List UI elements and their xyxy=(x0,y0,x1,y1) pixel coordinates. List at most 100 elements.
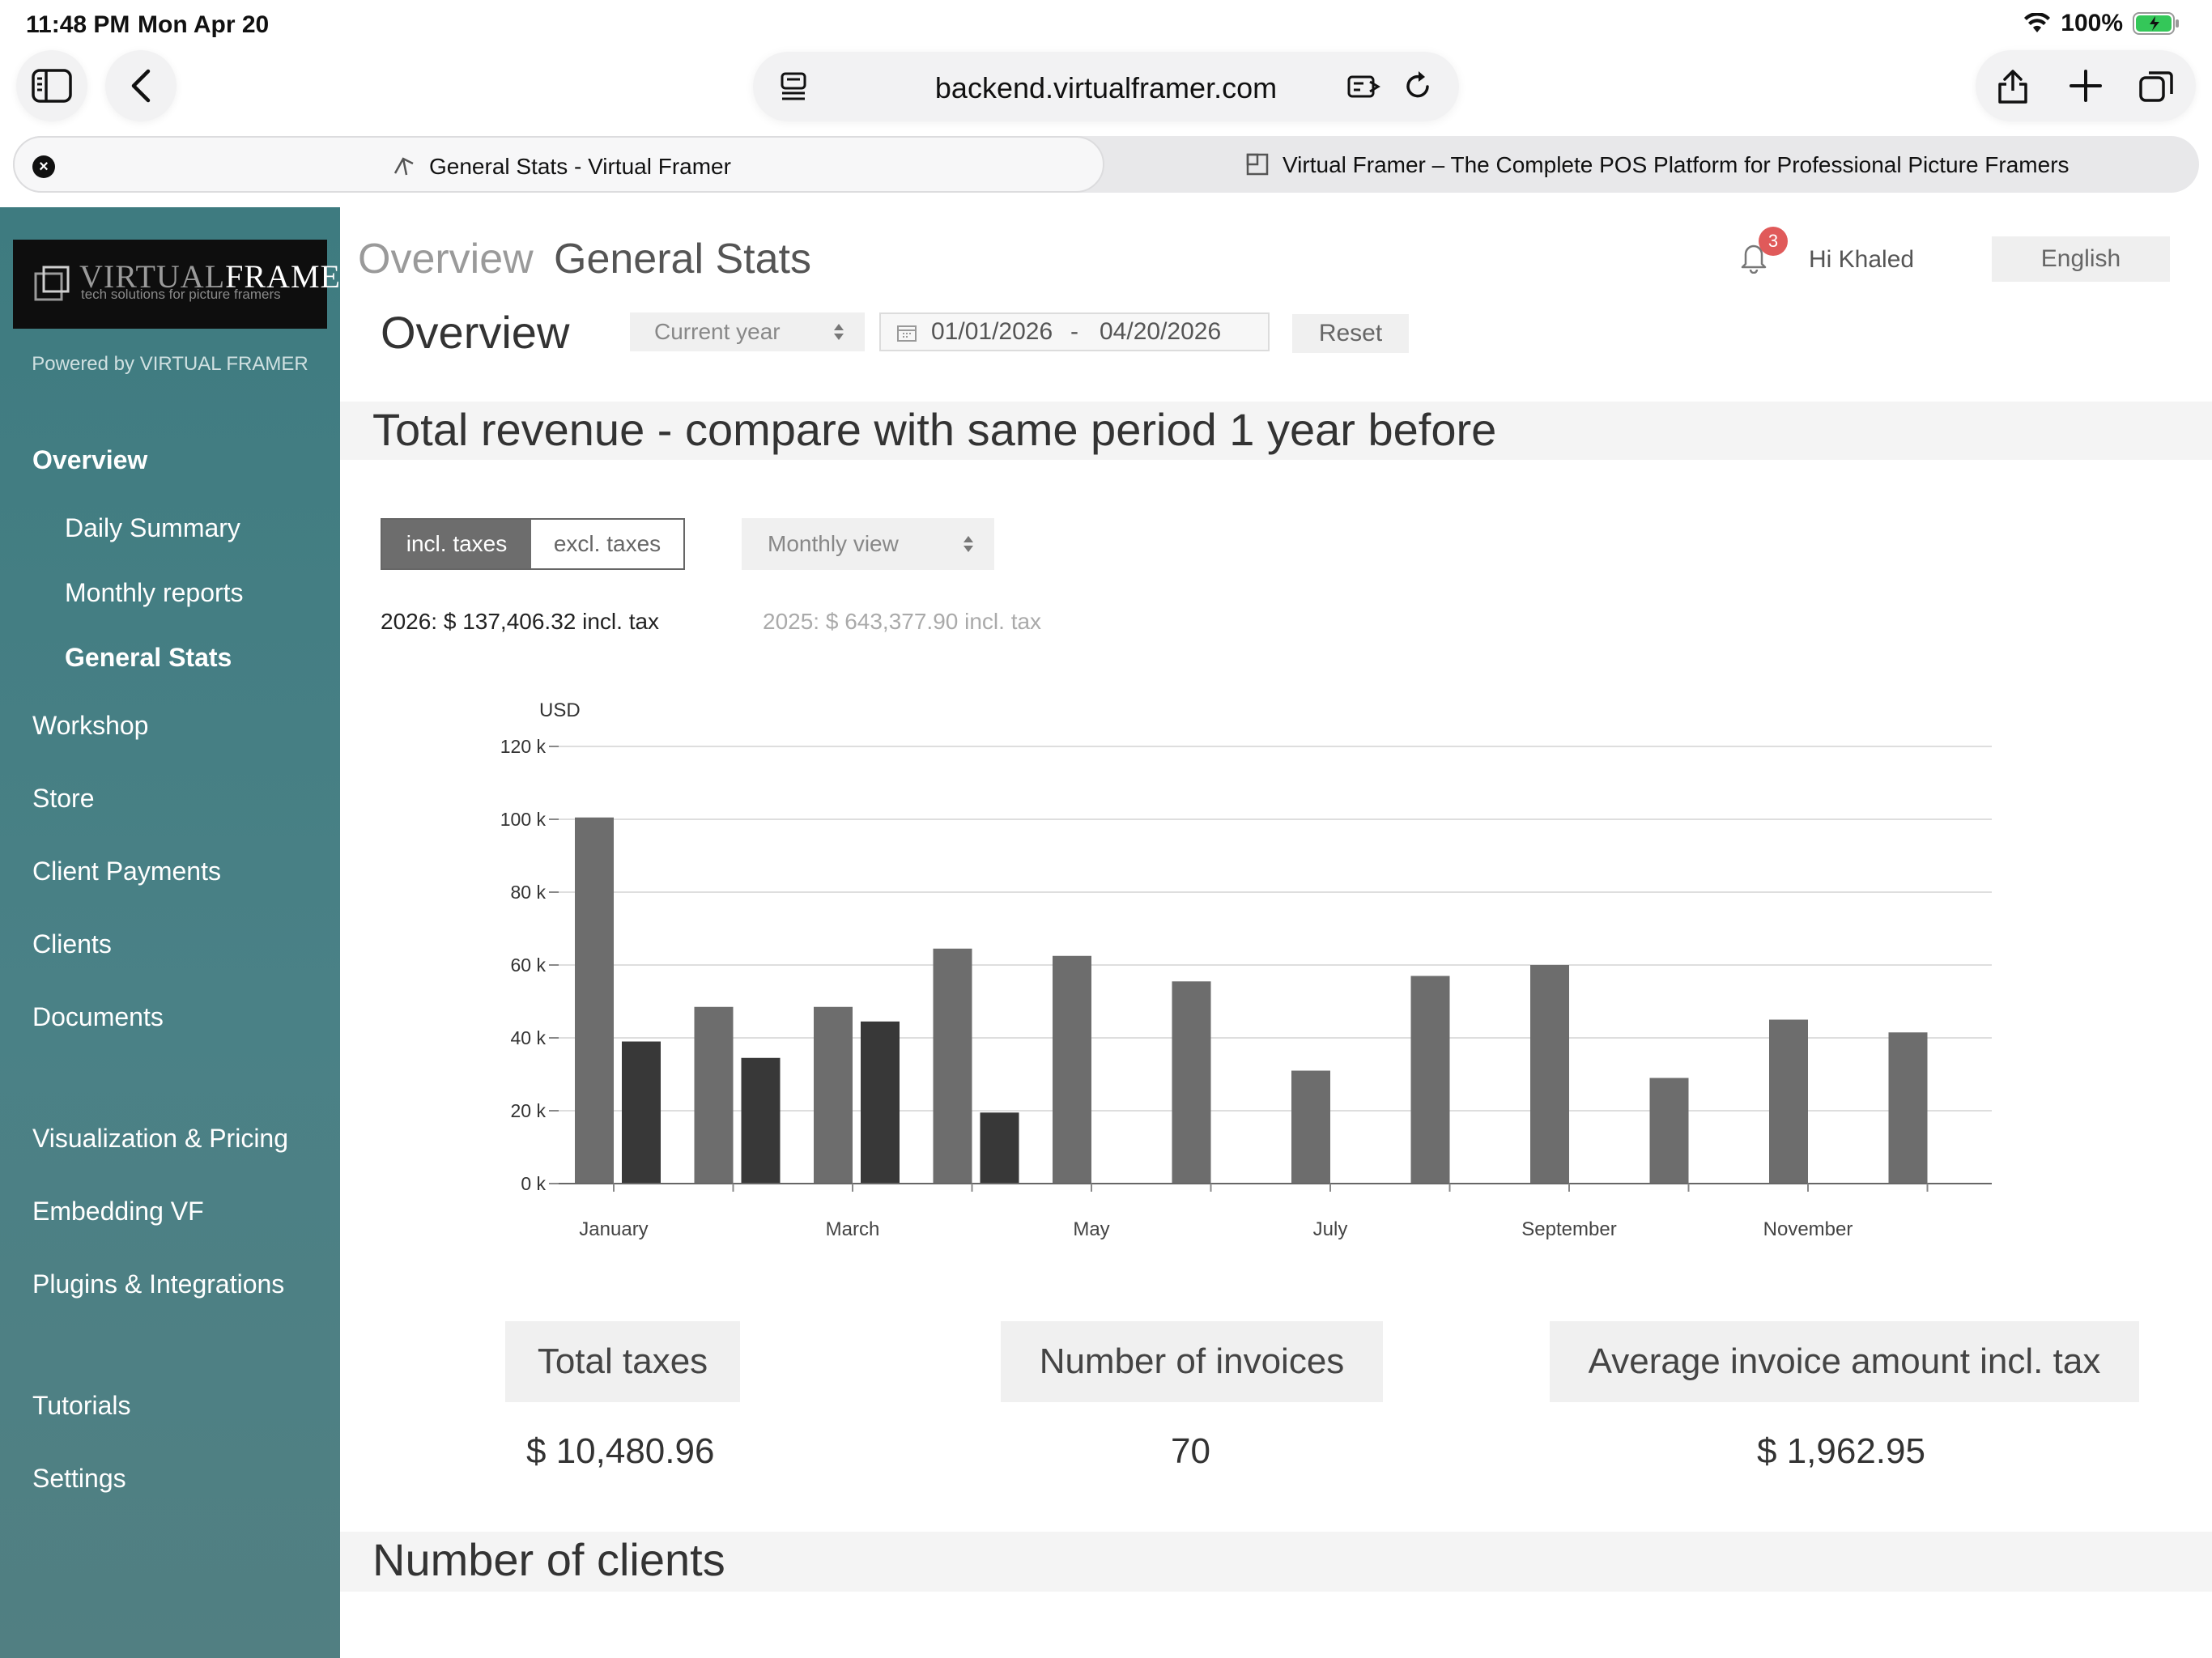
y-tick-label: 60 k xyxy=(511,954,547,976)
language-button[interactable]: English xyxy=(1992,236,2170,282)
revenue-section-title: Total revenue - compare with same period… xyxy=(372,404,1497,455)
tab-virtual-framer[interactable]: Virtual Framer – The Complete POS Platfo… xyxy=(1283,152,2069,177)
reader-icon[interactable] xyxy=(1346,69,1381,104)
sidebar-item-general-stats[interactable]: General Stats xyxy=(65,643,232,672)
logo-wordmark: VIRTUALFRAMER xyxy=(79,257,364,295)
sidebar-item-plugins-integrations[interactable]: Plugins & Integrations xyxy=(32,1269,285,1299)
page-menu-icon xyxy=(781,72,806,100)
status-indicators: 100% xyxy=(2023,10,2180,37)
chart-bar xyxy=(1410,976,1450,1184)
tab-general-stats[interactable]: × General Stats - Virtual Framer xyxy=(13,136,1104,193)
chart-bar xyxy=(622,1041,661,1184)
sidebar-item-clients[interactable]: Clients xyxy=(32,929,112,959)
x-tick-label: May xyxy=(1073,1218,1109,1240)
logo-word-virtual: VIRTUAL xyxy=(79,258,226,295)
sidebar-item-settings[interactable]: Settings xyxy=(32,1464,126,1493)
close-icon[interactable]: × xyxy=(32,155,55,178)
period-select-value: Current year xyxy=(654,319,781,344)
metric-invoices-value: 70 xyxy=(1171,1431,1210,1471)
date-start[interactable]: 01/01/2026 xyxy=(931,318,1053,345)
x-tick-label: March xyxy=(826,1218,880,1240)
logo-word-framer: FRAMER xyxy=(225,258,364,295)
logo-mark-icon xyxy=(34,266,70,301)
chart-bar xyxy=(1172,981,1211,1184)
y-tick-label: 20 k xyxy=(511,1100,547,1121)
powered-by: Powered by VIRTUAL FRAMER xyxy=(32,353,308,375)
sidebar-item-embedding-vf[interactable]: Embedding VF xyxy=(32,1197,204,1226)
view-select[interactable]: Monthly view xyxy=(742,518,994,570)
notification-badge: 3 xyxy=(1759,227,1788,256)
sidebar-item-overview[interactable]: Overview xyxy=(32,445,148,474)
tax-toggle[interactable]: incl. taxes excl. taxes xyxy=(381,518,685,570)
y-tick-label: 120 k xyxy=(500,736,547,757)
revenue-chart: USD 0 k 20 k 40 k 60 k 80 k 100 k 120 k January M… xyxy=(500,699,1992,1240)
chart-bar xyxy=(814,1006,853,1184)
sidebar-item-documents[interactable]: Documents xyxy=(32,1002,164,1031)
sidebar-item-store[interactable]: Store xyxy=(32,784,95,813)
y-tick-label: 0 k xyxy=(521,1173,546,1194)
incl-taxes-option[interactable]: incl. taxes xyxy=(382,520,531,568)
status-date: Mon Apr 20 xyxy=(138,11,270,38)
date-end[interactable]: 04/20/2026 xyxy=(1100,318,1222,345)
sidebar-item-client-payments[interactable]: Client Payments xyxy=(32,857,221,886)
breadcrumb-overview[interactable]: Overview xyxy=(358,236,534,283)
wifi-icon xyxy=(2024,13,2051,32)
total-previous-year[interactable]: 2025: $ 643,377.90 incl. tax xyxy=(763,609,1042,634)
revenue-section-header xyxy=(340,402,2212,460)
browser-toolbar: backend.virtualframer.com xyxy=(0,50,2212,139)
address-bar[interactable]: backend.virtualframer.com xyxy=(753,52,1459,121)
chart-bar xyxy=(1769,1019,1808,1184)
new-tab-icon[interactable] xyxy=(2066,66,2105,105)
x-tick-label: January xyxy=(579,1218,648,1240)
sidebar-item-monthly-reports[interactable]: Monthly reports xyxy=(65,578,244,607)
bell-icon[interactable] xyxy=(1739,240,1768,274)
toolbar-actions xyxy=(1976,50,2196,121)
clients-section-header xyxy=(340,1532,2212,1592)
sidebar-toggle-button[interactable] xyxy=(16,50,87,121)
chart-bar xyxy=(933,948,972,1184)
select-arrows-icon xyxy=(834,324,844,340)
chart-bar xyxy=(694,1006,734,1184)
back-button[interactable] xyxy=(105,50,177,121)
y-tick-label: 100 k xyxy=(500,809,547,830)
status-time: 11:48 PM xyxy=(26,11,130,38)
url-text: backend.virtualframer.com xyxy=(934,71,1278,104)
page-title: General Stats xyxy=(554,236,811,283)
reload-icon[interactable] xyxy=(1401,69,1436,104)
tab-bar: × General Stats - Virtual Framer Virtual… xyxy=(13,136,2199,193)
metric-average-label: Average invoice amount incl. tax xyxy=(1550,1321,2139,1402)
x-tick-label: July xyxy=(1313,1218,1348,1240)
share-icon[interactable] xyxy=(1993,66,2032,105)
chart-bar xyxy=(1649,1078,1689,1184)
chart-bar xyxy=(1530,965,1569,1184)
sidebar-icon xyxy=(32,69,72,103)
logo[interactable]: VIRTUALFRAMER tech solutions for picture… xyxy=(13,240,363,329)
status-bar: 11:48 PM Mon Apr 20 100% xyxy=(0,0,2212,50)
y-axis-label: USD xyxy=(539,699,581,721)
total-current-year: 2026: $ 137,406.32 incl. tax xyxy=(381,609,660,634)
reset-button[interactable]: Reset xyxy=(1292,314,1409,353)
metric-total-taxes-label: Total taxes xyxy=(505,1321,740,1402)
sidebar-item-workshop[interactable]: Workshop xyxy=(32,711,149,740)
chart-bar xyxy=(1053,955,1091,1184)
calendar-icon xyxy=(897,325,917,342)
chart-bar xyxy=(861,1021,900,1184)
excl-taxes-option[interactable]: excl. taxes xyxy=(531,520,683,568)
y-tick-label: 80 k xyxy=(511,882,547,903)
metric-invoices-label: Number of invoices xyxy=(1001,1321,1383,1402)
sidebar-item-daily-summary[interactable]: Daily Summary xyxy=(65,513,240,542)
tab-label: General Stats - Virtual Framer xyxy=(429,154,731,179)
metric-total-taxes-value: $ 10,480.96 xyxy=(526,1431,715,1471)
sidebar: VIRTUALFRAMER tech solutions for picture… xyxy=(0,207,363,1658)
sidebar-item-tutorials[interactable]: Tutorials xyxy=(32,1391,131,1420)
view-select-value: Monthly view xyxy=(768,531,899,556)
user-greeting[interactable]: Hi Khaled xyxy=(1809,246,1915,273)
y-tick-label: 40 k xyxy=(511,1027,547,1048)
date-separator: - xyxy=(1070,318,1078,345)
tabs-overview-icon[interactable] xyxy=(2138,66,2176,105)
sidebar-item-visualization-pricing[interactable]: Visualization & Pricing xyxy=(32,1124,289,1153)
period-select[interactable]: Current year xyxy=(630,312,865,351)
metric-average-value: $ 1,962.95 xyxy=(1757,1431,1925,1471)
chart-bar xyxy=(1291,1070,1330,1184)
date-range-input[interactable]: 01/01/2026 - 04/20/2026 xyxy=(879,312,1270,351)
